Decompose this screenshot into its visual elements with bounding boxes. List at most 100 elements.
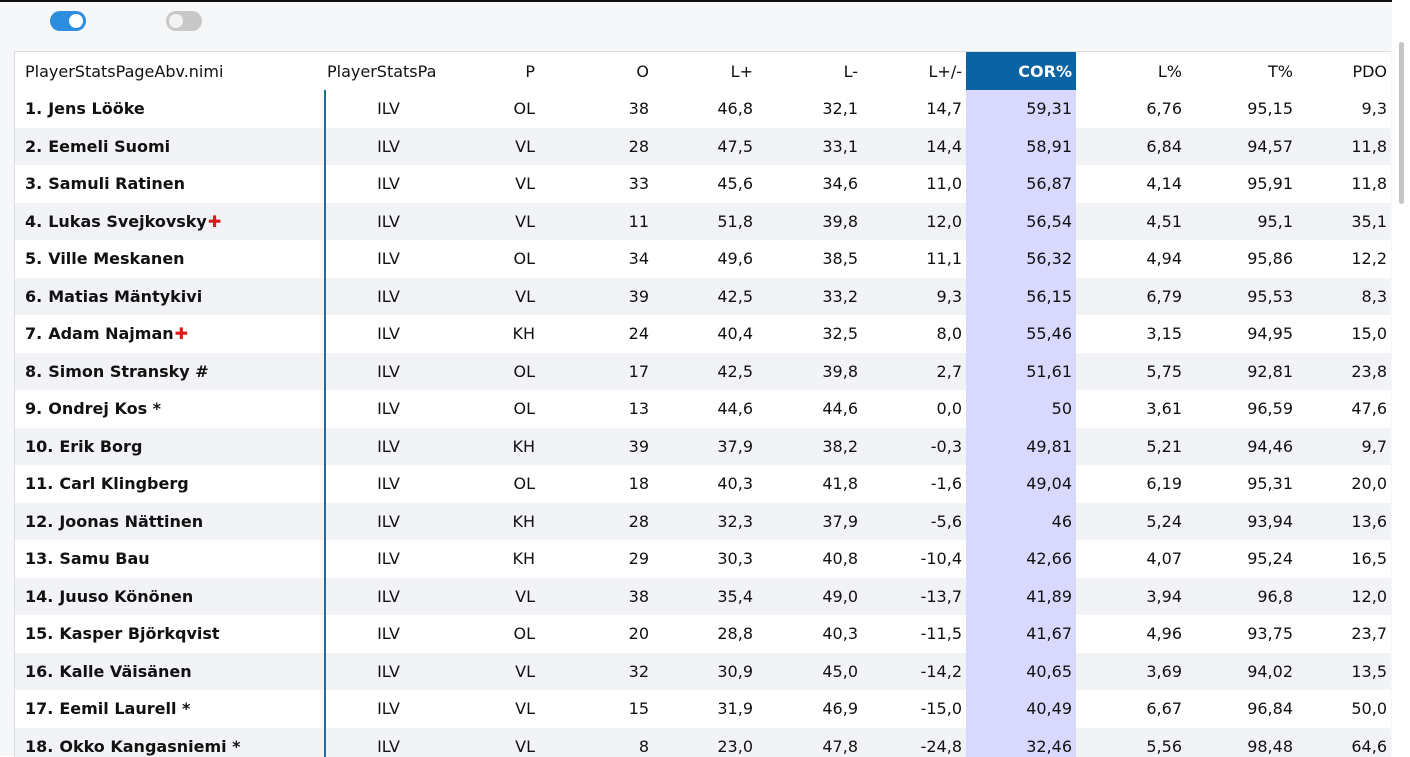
player-name[interactable]: Matias Mäntykivi [48, 287, 202, 306]
player-name-cell[interactable]: 2.Eemeli Suomi [15, 128, 325, 166]
games-cell: 24 [539, 315, 653, 353]
player-name[interactable]: Ville Meskanen [48, 249, 184, 268]
shots-against-cell: 46,9 [757, 690, 862, 728]
player-name[interactable]: Okko Kangasniemi * [59, 737, 240, 756]
shooting-pct-cell: 5,75 [1076, 353, 1186, 391]
player-name-cell[interactable]: 4.Lukas Svejkovsky✚ [15, 203, 325, 241]
player-name-cell[interactable]: 12. Joonas Nättinen [15, 503, 325, 541]
player-name-cell[interactable]: 5. Ville Meskanen [15, 240, 325, 278]
shots-against-cell: 44,6 [757, 390, 862, 428]
player-name-cell[interactable]: 1. Jens Lööke [15, 90, 325, 128]
toggle-knob [69, 14, 83, 28]
player-name[interactable]: Erik Borg [59, 437, 142, 456]
player-name[interactable]: Eemil Laurell * [59, 699, 190, 718]
shooting-pct-cell: 6,84 [1076, 128, 1186, 166]
column-header-name[interactable]: PlayerStatsPageAbv.nimi [15, 52, 325, 90]
games-cell: 15 [539, 690, 653, 728]
save-pct-cell: 95,91 [1186, 165, 1297, 203]
shot-diff-cell: 2,7 [862, 353, 966, 391]
player-name-cell[interactable]: 18.Okko Kangasniemi * [15, 728, 325, 757]
player-name-cell[interactable]: 13.Samu Bau [15, 540, 325, 578]
player-name[interactable]: Ondrej Kos * [48, 399, 161, 418]
player-name-cell[interactable]: 7.Adam Najman✚ [15, 315, 325, 353]
shooting-pct-cell: 6,19 [1076, 465, 1186, 503]
column-header-save-pct[interactable]: T% [1186, 52, 1297, 90]
player-name[interactable]: Joonas Nättinen [59, 512, 203, 531]
column-header-shots-against[interactable]: L- [757, 52, 862, 90]
rank-number: 12. [25, 512, 53, 531]
player-name[interactable]: Kalle Väisänen [59, 662, 191, 681]
scrollbar-thumb[interactable] [1399, 42, 1404, 204]
team-cell: ILV [325, 503, 451, 541]
rank-number: 5. [25, 249, 42, 268]
save-pct-cell: 95,24 [1186, 540, 1297, 578]
column-header-shot-diff[interactable]: L+/- [862, 52, 966, 90]
player-name[interactable]: Simon Stransky # [48, 362, 208, 381]
position-cell: VL [451, 128, 539, 166]
player-name-cell[interactable]: 14.Juuso Könönen [15, 578, 325, 616]
column-header-position[interactable]: P [451, 52, 539, 90]
player-name-cell[interactable]: 9.Ondrej Kos * [15, 390, 325, 428]
player-name[interactable]: Carl Klingberg [59, 474, 188, 493]
position-cell: KH [451, 428, 539, 466]
player-name[interactable]: Samuli Ratinen [48, 174, 185, 193]
column-header-corsi-sorted[interactable]: COR% [966, 52, 1076, 90]
player-name[interactable]: Lukas Svejkovsky [48, 212, 207, 231]
shooting-pct-cell: 4,96 [1076, 615, 1186, 653]
rank-number: 1. [25, 99, 42, 118]
shots-against-cell: 39,8 [757, 353, 862, 391]
toggle-switch-on[interactable] [50, 11, 86, 31]
stats-table-panel: PlayerStatsPageAbv.nimi PlayerStatsPa P … [14, 51, 1391, 757]
vertical-scrollbar[interactable] [1392, 0, 1410, 756]
save-pct-cell: 93,75 [1186, 615, 1297, 653]
player-name[interactable]: Jens Lööke [48, 99, 145, 118]
team-cell: ILV [325, 653, 451, 691]
rank-number: 6. [25, 287, 42, 306]
column-header-team[interactable]: PlayerStatsPa [325, 52, 451, 90]
games-cell: 34 [539, 240, 653, 278]
player-name[interactable]: Samu Bau [59, 549, 149, 568]
shot-diff-cell: -15,0 [862, 690, 966, 728]
column-header-games[interactable]: O [539, 52, 653, 90]
player-name[interactable]: Juuso Könönen [59, 587, 193, 606]
corsi-cell: 55,46 [966, 315, 1076, 353]
player-name[interactable]: Eemeli Suomi [48, 137, 170, 156]
player-name-cell[interactable]: 11.Carl Klingberg [15, 465, 325, 503]
player-name-cell[interactable]: 15.Kasper Björkqvist [15, 615, 325, 653]
player-name-cell[interactable]: 10.Erik Borg [15, 428, 325, 466]
corsi-cell: 40,49 [966, 690, 1076, 728]
column-header-shots-for[interactable]: L+ [653, 52, 757, 90]
shooting-pct-cell: 6,79 [1076, 278, 1186, 316]
player-name-cell[interactable]: 16.Kalle Väisänen [15, 653, 325, 691]
player-name-cell[interactable]: 3.Samuli Ratinen [15, 165, 325, 203]
player-name-cell[interactable]: 6. Matias Mäntykivi [15, 278, 325, 316]
player-name-cell[interactable]: 8.Simon Stransky # [15, 353, 325, 391]
player-name[interactable]: Kasper Björkqvist [59, 624, 219, 643]
column-header-pdo[interactable]: PDO [1297, 52, 1391, 90]
column-header-shooting-pct[interactable]: L% [1076, 52, 1186, 90]
player-stats-table: PlayerStatsPageAbv.nimi PlayerStatsPa P … [15, 52, 1391, 757]
position-cell: OL [451, 390, 539, 428]
pdo-cell: 13,6 [1297, 503, 1391, 541]
player-name[interactable]: Adam Najman [48, 324, 173, 343]
player-name-cell[interactable]: 17.Eemil Laurell * [15, 690, 325, 728]
toggle-switch-off[interactable] [166, 11, 202, 31]
